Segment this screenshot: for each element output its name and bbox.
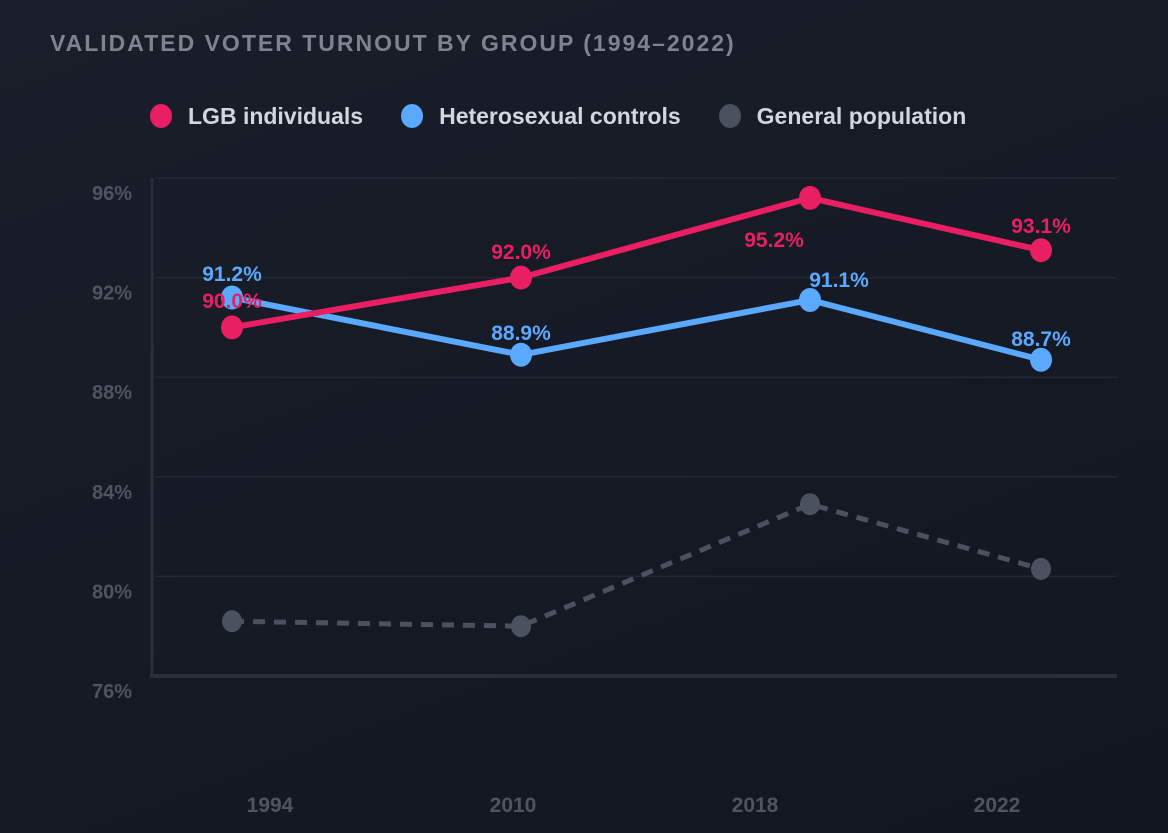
x-tick-label: 2010 xyxy=(490,794,537,817)
x-tick-label: 2022 xyxy=(974,794,1021,817)
data-point-heterosexual-controls[interactable] xyxy=(1030,347,1052,372)
data-point-general-population[interactable] xyxy=(222,610,242,633)
data-label-heterosexual-controls: 91.1% xyxy=(809,269,869,292)
y-tick-label: 80% xyxy=(92,581,132,603)
data-label-heterosexual-controls: 91.2% xyxy=(202,263,262,286)
legend-label-lgb: LGB individuals xyxy=(188,102,364,129)
y-axis-ticks: 96% 92% 88% 84% 80% 76% xyxy=(92,183,132,703)
legend-item-heterosexual[interactable]: Heterosexual controls xyxy=(401,103,681,130)
y-tick-label: 84% xyxy=(92,482,132,504)
data-point-general-population[interactable] xyxy=(511,615,531,638)
data-point-lgb-individuals[interactable] xyxy=(510,265,532,290)
legend-label-heterosexual: Heterosexual controls xyxy=(439,102,681,129)
data-labels-layer: 91.2% 88.9% 91.1% 88.7% 90.0% 92.0% 95.2% 93.1% xyxy=(202,215,1071,351)
chart-title: VALIDATED VOTER TURNOUT BY GROUP (1994–2… xyxy=(50,30,736,56)
data-label-lgb-individuals: 92.0% xyxy=(491,241,551,264)
data-label-heterosexual-controls: 88.7% xyxy=(1011,328,1071,351)
y-tick-label: 88% xyxy=(92,382,132,404)
y-tick-label: 76% xyxy=(92,681,132,703)
data-label-lgb-individuals: 95.2% xyxy=(744,229,804,252)
series-line-general-population xyxy=(231,501,1042,629)
data-point-heterosexual-controls[interactable] xyxy=(799,288,821,313)
data-point-lgb-individuals[interactable] xyxy=(1030,238,1052,263)
data-label-lgb-individuals: 93.1% xyxy=(1011,215,1071,238)
x-tick-label: 2018 xyxy=(732,794,779,817)
data-label-lgb-individuals: 90.0% xyxy=(202,290,262,313)
series-line-lgb-individuals xyxy=(231,194,1042,331)
legend-swatch-lgb xyxy=(150,104,172,128)
legend-item-general[interactable]: General population xyxy=(718,102,967,130)
y-tick-label: 96% xyxy=(92,183,132,205)
legend-item-lgb[interactable]: LGB individuals xyxy=(150,103,363,130)
series-line-heterosexual-controls xyxy=(231,294,1042,363)
data-point-heterosexual-controls[interactable] xyxy=(510,342,532,367)
data-label-heterosexual-controls: 88.9% xyxy=(491,322,551,345)
x-tick-label: 1994 xyxy=(247,794,294,817)
x-axis-ticks: 1994 2010 2018 2022 xyxy=(247,794,1021,817)
gridlines xyxy=(155,177,1117,578)
data-point-general-population[interactable] xyxy=(800,493,820,516)
data-point-general-population[interactable] xyxy=(1031,557,1051,580)
series-layer xyxy=(221,185,1052,638)
data-point-lgb-individuals[interactable] xyxy=(799,185,821,210)
legend: LGB individuals Heterosexual controls Ge… xyxy=(150,100,1004,132)
axes xyxy=(150,178,1117,678)
legend-swatch-heterosexual xyxy=(401,104,424,128)
y-tick-label: 92% xyxy=(92,283,132,305)
legend-label-general: General population xyxy=(756,102,967,129)
legend-swatch-general xyxy=(718,104,741,128)
data-point-lgb-individuals[interactable] xyxy=(221,315,243,340)
data-point-heterosexual-controls[interactable] xyxy=(221,285,243,310)
